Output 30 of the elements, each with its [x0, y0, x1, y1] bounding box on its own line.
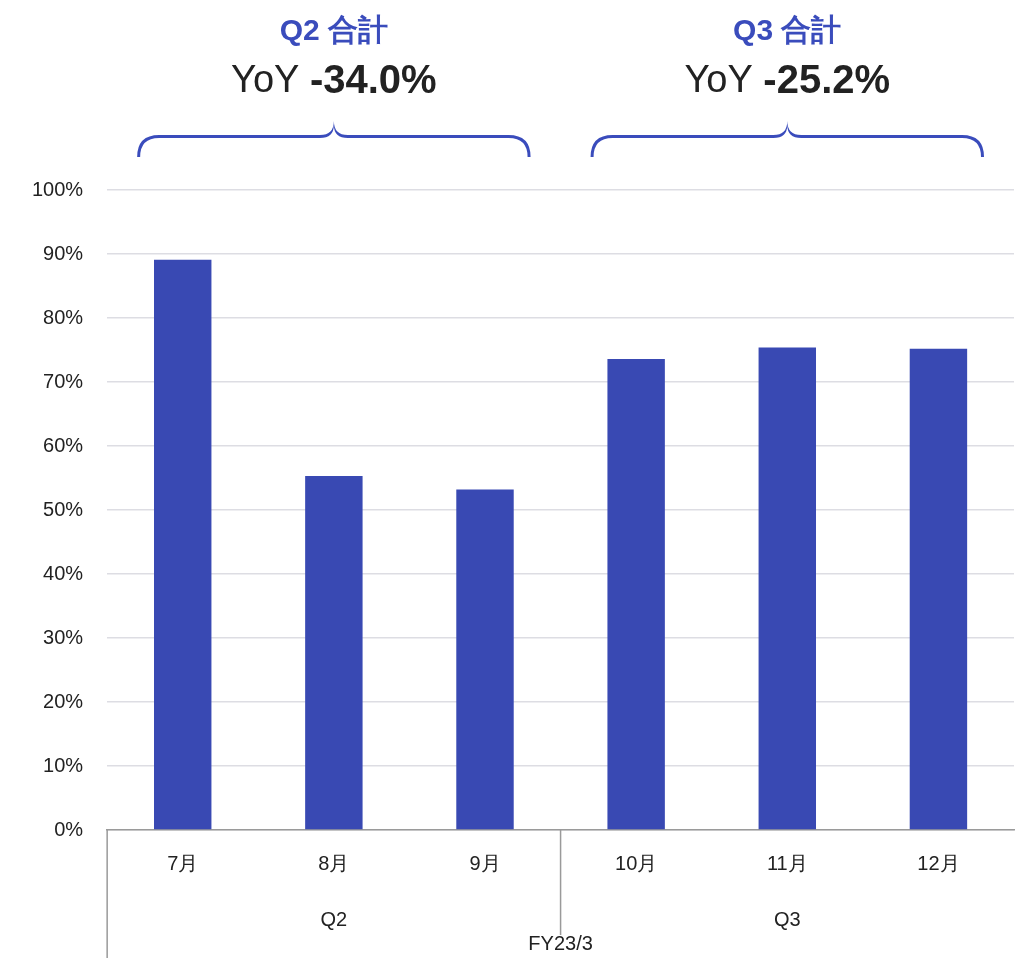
text: Q2 合計 [279, 13, 389, 47]
bar [154, 259, 212, 830]
y-tick-label: 60% [43, 433, 84, 456]
y-tick-label: 0% [54, 817, 84, 840]
text: Q2 [320, 907, 348, 930]
x-tick-label: 7月 [167, 851, 199, 874]
bar [909, 348, 968, 830]
y-tick-label: 30% [43, 625, 84, 648]
bar [607, 358, 665, 830]
x-tick-label: 12月 [917, 851, 960, 874]
bar [758, 347, 817, 830]
y-tick-label: 100% [32, 177, 84, 200]
x-tick-label: 10月 [615, 851, 658, 874]
bar [456, 489, 514, 830]
text: Q3 合計 [733, 13, 842, 47]
x-axis-title: FY23/3 [528, 931, 593, 954]
text: YoY -34.0% [231, 57, 437, 102]
x-tick-label: 9月 [469, 851, 501, 874]
x-tick-label: 8月 [318, 851, 350, 874]
text: YoY -25.2% [684, 57, 891, 102]
bar [305, 476, 363, 830]
y-tick-label: 40% [43, 561, 84, 584]
y-tick-label: 90% [43, 241, 84, 264]
text: Q3 [773, 907, 801, 930]
x-tick-label: 11月 [766, 851, 808, 874]
y-tick-label: 50% [43, 497, 84, 520]
y-tick-label: 10% [43, 753, 84, 776]
y-tick-label: 80% [43, 305, 84, 328]
y-tick-label: 20% [43, 689, 84, 712]
y-tick-label: 70% [43, 369, 84, 392]
